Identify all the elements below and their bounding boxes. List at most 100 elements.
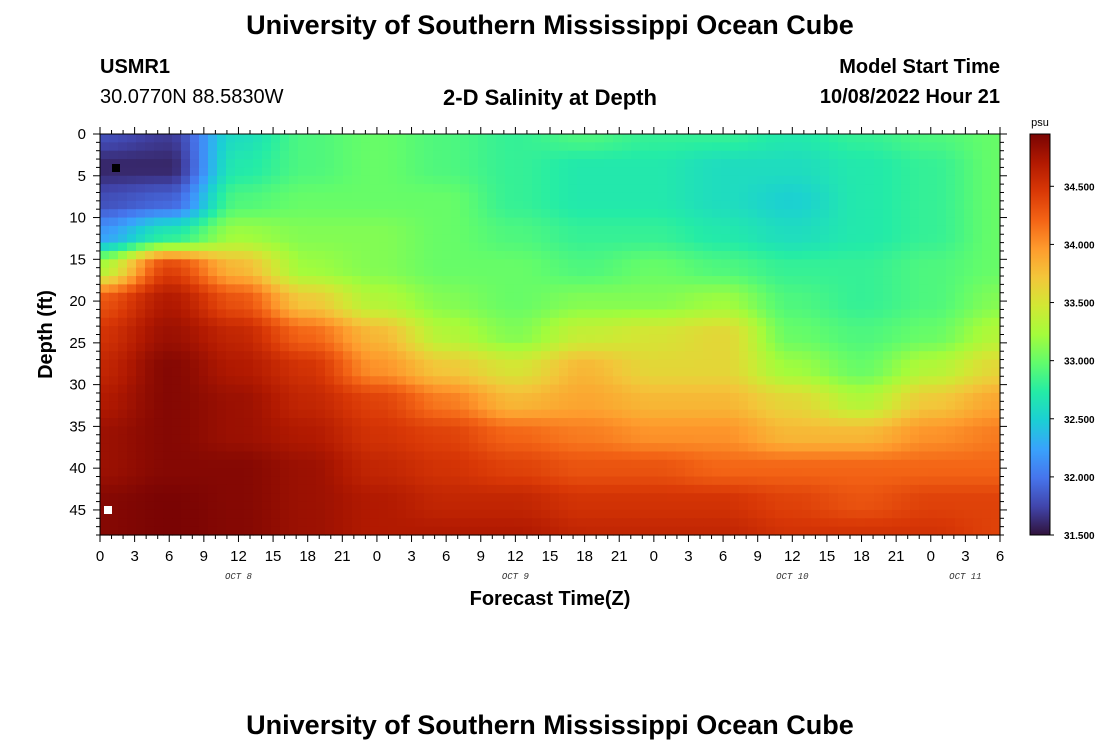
heatmap-cell	[145, 359, 155, 369]
heatmap-cell	[991, 426, 1001, 436]
heatmap-cell	[289, 225, 299, 235]
heatmap-cell	[640, 301, 650, 311]
heatmap-cell	[640, 426, 650, 436]
heatmap-cell	[730, 501, 740, 511]
heatmap-cell	[235, 409, 245, 419]
heatmap-cell	[460, 359, 470, 369]
heatmap-cell	[991, 418, 1001, 427]
x-tick-label: 15	[265, 548, 282, 565]
heatmap-cell	[721, 317, 731, 327]
heatmap-cell	[415, 359, 425, 369]
heatmap-cell	[145, 493, 155, 503]
heatmap-cell	[928, 225, 938, 235]
heatmap-cell	[532, 309, 542, 319]
heatmap-cell	[100, 192, 110, 202]
heatmap-cell	[784, 443, 794, 453]
heatmap-cell	[640, 209, 650, 219]
heatmap-cell	[829, 225, 839, 235]
heatmap-cell	[208, 526, 218, 536]
heatmap-cell	[370, 259, 380, 269]
heatmap-cell	[613, 200, 623, 210]
heatmap-cell	[154, 284, 164, 294]
heatmap-cell	[100, 242, 110, 252]
heatmap-cell	[748, 376, 758, 386]
heatmap-cell	[892, 326, 902, 336]
heatmap-cell	[100, 342, 110, 352]
heatmap-cell	[739, 376, 749, 386]
heatmap-cell	[901, 259, 911, 269]
heatmap-cell	[343, 509, 353, 519]
heatmap-cell	[505, 459, 515, 469]
heatmap-cell	[532, 509, 542, 519]
heatmap-cell	[784, 351, 794, 361]
heatmap-cell	[568, 326, 578, 336]
heatmap-cell	[451, 276, 461, 285]
heatmap-cell	[190, 159, 200, 169]
heatmap-cell	[991, 367, 1001, 377]
heatmap-cell	[721, 484, 731, 494]
heatmap-cell	[703, 443, 713, 453]
heatmap-cell	[523, 434, 533, 444]
heatmap-cell	[370, 192, 380, 202]
heatmap-cell	[307, 250, 317, 260]
heatmap-cell	[496, 392, 506, 402]
heatmap-cell	[370, 309, 380, 319]
heatmap-cell	[748, 476, 758, 486]
heatmap-cell	[595, 493, 605, 503]
heatmap-cell	[757, 284, 767, 294]
heatmap-cell	[748, 217, 758, 227]
heatmap-cell	[964, 376, 974, 386]
heatmap-cell	[424, 142, 434, 152]
heatmap-cell	[244, 359, 254, 369]
heatmap-cell	[883, 443, 893, 453]
heatmap-cell	[298, 392, 308, 402]
heatmap-cell	[928, 484, 938, 494]
heatmap-cell	[775, 326, 785, 336]
heatmap-cell	[928, 326, 938, 336]
heatmap-cell	[145, 200, 155, 210]
heatmap-cell	[982, 376, 992, 386]
heatmap-cell	[469, 259, 479, 269]
heatmap-cell	[712, 468, 722, 478]
heatmap-cell	[559, 351, 569, 361]
heatmap-cell	[622, 351, 632, 361]
heatmap-cell	[757, 468, 767, 478]
heatmap-cell	[136, 134, 146, 143]
heatmap-cell	[451, 392, 461, 402]
heatmap-cell	[676, 150, 686, 160]
heatmap-cell	[442, 276, 452, 285]
heatmap-cell	[298, 142, 308, 152]
x-tick-label: 6	[719, 548, 727, 565]
heatmap-cell	[208, 409, 218, 419]
heatmap-cell	[451, 159, 461, 169]
heatmap-cell	[406, 209, 416, 219]
heatmap-cell	[361, 501, 371, 511]
heatmap-cell	[991, 242, 1001, 252]
heatmap-cell	[721, 418, 731, 427]
heatmap-cell	[838, 501, 848, 511]
heatmap-cell	[361, 451, 371, 461]
heatmap-cell	[838, 184, 848, 194]
heatmap-cell	[127, 476, 137, 486]
heatmap-cell	[676, 443, 686, 453]
heatmap-cell	[370, 501, 380, 511]
heatmap-cell	[568, 192, 578, 202]
heatmap-cell	[442, 309, 452, 319]
heatmap-cell	[631, 301, 641, 311]
heatmap-cell	[145, 384, 155, 394]
heatmap-cell	[541, 225, 551, 235]
heatmap-cell	[505, 184, 515, 194]
heatmap-cell	[154, 526, 164, 536]
heatmap-cell	[865, 342, 875, 352]
heatmap-cell	[901, 367, 911, 377]
heatmap-cell	[838, 267, 848, 277]
heatmap-cell	[352, 459, 362, 469]
heatmap-cell	[757, 409, 767, 419]
heatmap-cell	[604, 334, 614, 344]
heatmap-cell	[622, 242, 632, 252]
heatmap-cell	[658, 351, 668, 361]
heatmap-cell	[622, 225, 632, 235]
heatmap-cell	[190, 209, 200, 219]
heatmap-cell	[469, 342, 479, 352]
heatmap-cell	[379, 342, 389, 352]
